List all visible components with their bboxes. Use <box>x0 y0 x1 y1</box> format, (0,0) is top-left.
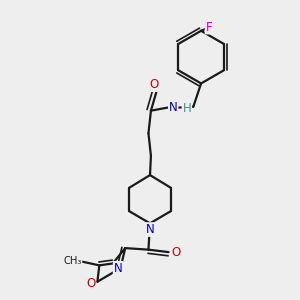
Text: F: F <box>206 21 212 34</box>
Text: O: O <box>149 78 159 91</box>
Text: CH₃: CH₃ <box>63 256 82 266</box>
Text: O: O <box>86 277 95 290</box>
Text: N: N <box>169 101 178 114</box>
Text: N: N <box>114 262 122 275</box>
Text: N: N <box>146 223 154 236</box>
Text: H: H <box>182 102 191 115</box>
Text: O: O <box>171 246 181 259</box>
